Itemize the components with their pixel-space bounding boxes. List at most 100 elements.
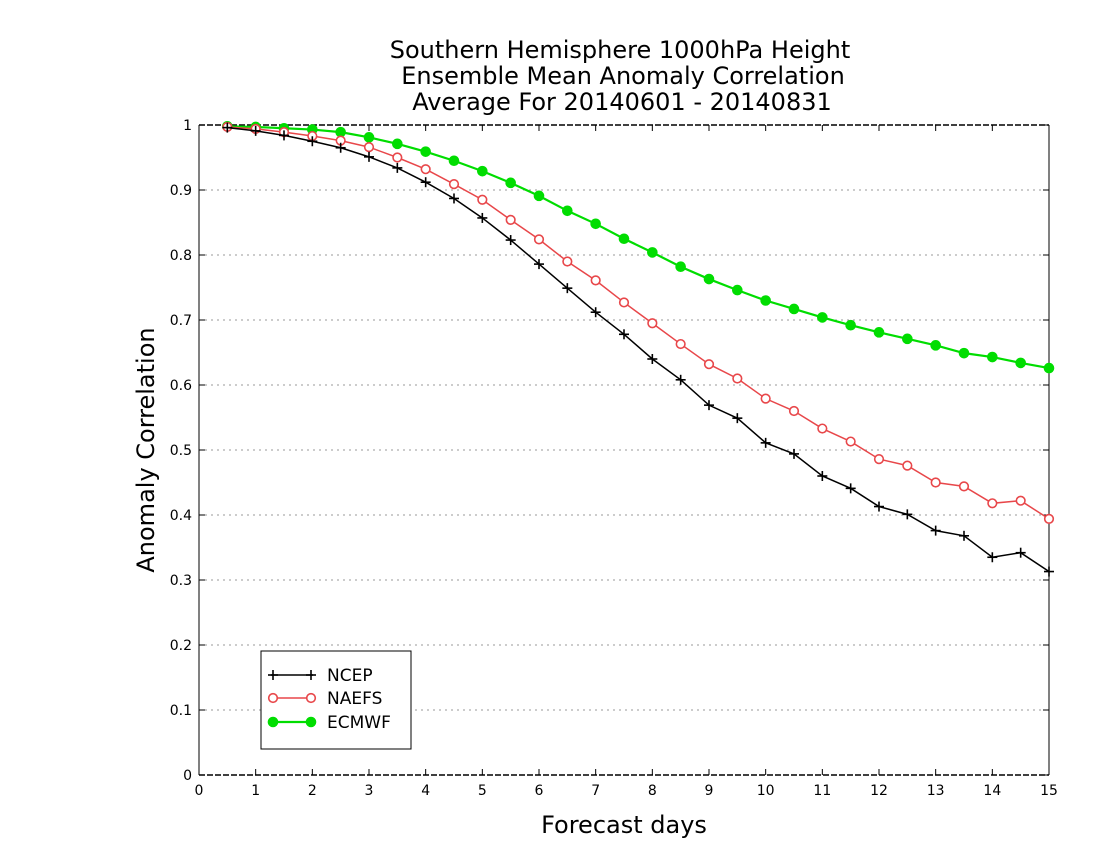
data-point-naefs	[873, 454, 885, 465]
data-point-ncep	[505, 235, 516, 246]
data-point-ecmwf	[647, 247, 658, 258]
data-point-naefs	[732, 373, 743, 384]
x-tick-label: 10	[757, 783, 775, 799]
data-point-ncep	[1015, 547, 1026, 558]
series-line-naefs	[227, 126, 1050, 520]
data-point-ecmwf	[930, 340, 941, 351]
x-ticks: 0 1 2 3 4 5 6 7 8 9 10 11 12 13 14 15	[195, 125, 1058, 799]
y-tick-label: 0.7	[170, 313, 192, 329]
legend-marker-ecmwf	[267, 716, 279, 728]
data-point-naefs	[675, 338, 686, 350]
data-point-ecmwf	[505, 177, 516, 189]
x-tick-label: 3	[365, 783, 374, 799]
data-point-naefs	[562, 256, 573, 267]
x-tick-label: 7	[591, 783, 600, 799]
data-point-ncep	[364, 151, 374, 162]
data-point-ncep	[732, 413, 743, 424]
data-point-naefs	[1043, 513, 1055, 525]
y-tick-label: 0.5	[170, 443, 192, 459]
data-point-ecmwf	[675, 261, 686, 273]
data-point-ncep	[222, 122, 233, 133]
data-point-ncep	[619, 329, 629, 340]
legend-label-ecmwf: ECMWF	[327, 713, 391, 733]
y-tick-label: 0.4	[170, 508, 192, 524]
data-point-naefs	[902, 460, 913, 471]
y-tick-label: 0.1	[170, 703, 192, 719]
data-point-ncep	[392, 162, 403, 173]
data-point-ncep	[902, 509, 913, 520]
data-point-naefs	[392, 152, 403, 163]
data-point-ecmwf	[987, 351, 998, 363]
data-point-ecmwf	[1043, 362, 1055, 374]
y-ticks: 0 0.1 0.2 0.3 0.4 0.5 0.6 0.7 0.8 0.9 1	[170, 118, 1049, 784]
series-line-ncep	[227, 126, 1050, 573]
data-point-ecmwf	[533, 190, 545, 202]
chart-title-line-2: Ensemble Mean Anomaly Correlation	[401, 62, 845, 90]
data-point-ncep	[874, 501, 884, 512]
y-axis-label: Anomaly Correlation	[132, 327, 160, 572]
x-tick-label: 9	[705, 783, 714, 799]
x-tick-label: 12	[870, 783, 888, 799]
data-point-naefs	[760, 393, 771, 404]
y-tick-label: 0.8	[170, 248, 192, 264]
data-point-ecmwf	[788, 303, 800, 315]
data-point-ncep	[307, 136, 318, 147]
data-point-ncep	[449, 193, 459, 204]
data-point-ecmwf	[873, 327, 885, 338]
data-point-ecmwf	[590, 218, 601, 230]
y-tick-label: 0.6	[170, 378, 192, 394]
data-point-ncep	[562, 283, 573, 294]
data-point-ncep	[477, 212, 488, 223]
grid	[199, 189, 1049, 711]
x-tick-label: 4	[421, 783, 430, 799]
data-point-ecmwf	[703, 273, 715, 285]
series-line-ecmwf	[227, 125, 1050, 370]
chart-title-line-3: Average For 20140601 - 20140831	[412, 88, 832, 116]
data-point-ecmwf	[477, 165, 488, 177]
legend: NCEP NAEFS ECMWF	[260, 650, 412, 750]
data-point-ecmwf	[618, 233, 630, 245]
data-point-ncep	[250, 125, 261, 136]
x-tick-label: 2	[308, 783, 317, 799]
data-point-ecmwf	[392, 138, 403, 150]
legend-marker-ecmwf	[305, 716, 317, 728]
data-point-naefs	[647, 318, 658, 329]
legend-marker-ncep	[268, 670, 278, 680]
legend-box	[260, 650, 412, 750]
data-point-ecmwf	[958, 347, 970, 359]
data-point-ncep	[534, 259, 544, 270]
data-point-ncep	[959, 530, 969, 541]
data-point-ncep	[845, 483, 856, 494]
y-tick-label: 0	[183, 768, 192, 784]
legend-marker-ncep	[306, 670, 316, 680]
y-tick-label: 0.3	[170, 573, 192, 589]
data-point-naefs	[788, 405, 800, 417]
data-point-ncep	[760, 437, 771, 448]
x-tick-label: 14	[983, 783, 1001, 799]
legend-label-ncep: NCEP	[327, 666, 373, 686]
data-point-naefs	[845, 436, 856, 447]
data-point-ecmwf	[448, 155, 460, 167]
series-ecmwf	[222, 121, 1055, 374]
data-point-ecmwf	[420, 146, 431, 157]
data-point-naefs	[448, 179, 460, 190]
x-tick-label: 13	[927, 783, 945, 799]
x-tick-label: 8	[648, 783, 657, 799]
legend-label-naefs: NAEFS	[327, 689, 382, 709]
y-tick-label: 0.9	[170, 183, 192, 199]
data-point-ecmwf	[732, 284, 743, 296]
data-point-ecmwf	[845, 319, 856, 331]
data-point-naefs	[958, 481, 970, 492]
data-point-naefs	[420, 164, 431, 175]
data-point-naefs	[505, 214, 516, 225]
data-point-ecmwf	[760, 295, 771, 306]
series-ncep	[222, 122, 1054, 577]
data-point-ncep	[647, 354, 658, 364]
legend-marker-naefs	[305, 692, 317, 704]
data-point-naefs	[477, 194, 488, 205]
data-point-ncep	[987, 552, 998, 563]
x-tick-label: 0	[195, 783, 204, 799]
series-naefs	[222, 121, 1055, 525]
x-tick-label: 1	[251, 783, 260, 799]
